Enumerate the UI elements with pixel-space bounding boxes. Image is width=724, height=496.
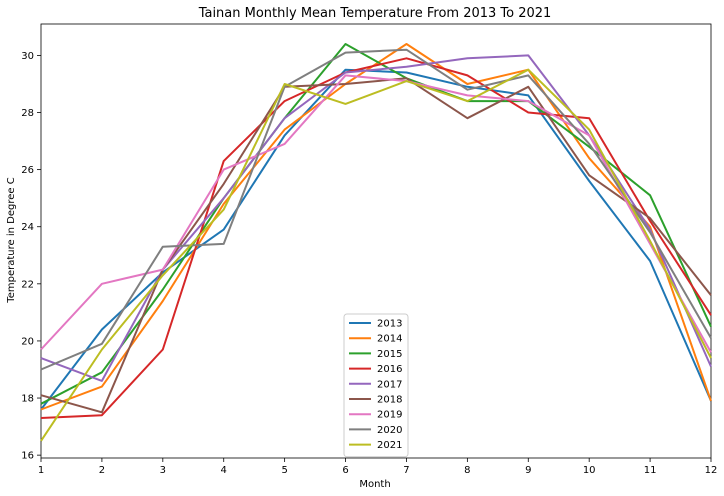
y-axis-ticks: 16 18 20 22 24 26 28 30 [21,51,41,462]
chart-title: Tainan Monthly Mean Temperature From 201… [198,6,552,21]
series-line-2021 [40,68,712,442]
legend: 2013 2014 2015 2016 2017 2018 2019 2020 2021 [343,313,409,458]
x-tick-label: 10 [583,465,596,476]
x-tick-label: 7 [403,465,409,476]
y-tick-label: 20 [21,336,34,347]
legend-label: 2018 [377,395,402,406]
series-line-2014 [40,43,712,411]
y-axis-label: Temperature in Degree C [6,177,17,303]
legend-label: 2020 [377,425,402,436]
x-tick-label: 12 [705,465,718,476]
series-line-2013 [40,68,712,411]
x-axis-ticks: 1 2 3 4 5 6 7 8 9 10 11 12 [38,458,718,476]
x-tick-label: 1 [38,465,44,476]
x-tick-label: 5 [281,465,287,476]
x-tick-label: 6 [342,465,348,476]
x-tick-label: 3 [160,465,166,476]
series-line-2020 [40,48,712,371]
legend-label: 2017 [377,379,402,390]
x-tick-label: 9 [525,465,531,476]
y-tick-label: 22 [21,279,34,290]
y-tick-label: 16 [21,451,34,462]
x-axis-label: Month [359,479,390,490]
legend-label: 2013 [377,319,402,330]
y-tick-label: 30 [21,51,34,62]
y-tick-label: 28 [21,108,34,119]
legend-label: 2021 [377,440,402,451]
series-line-2019 [40,74,712,353]
series-line-2018 [40,77,712,414]
legend-label: 2016 [377,364,402,375]
x-tick-label: 4 [221,465,227,476]
x-tick-label: 2 [99,465,105,476]
series-line-2016 [40,57,712,419]
legend-label: 2019 [377,410,402,421]
y-tick-label: 24 [21,222,34,233]
x-tick-label: 11 [644,465,657,476]
x-tick-label: 8 [464,465,470,476]
series-lines [40,43,712,442]
legend-box [343,313,409,458]
legend-label: 2014 [377,334,402,345]
y-tick-label: 18 [21,394,34,405]
y-tick-label: 26 [21,165,34,176]
legend-label: 2015 [377,349,402,360]
